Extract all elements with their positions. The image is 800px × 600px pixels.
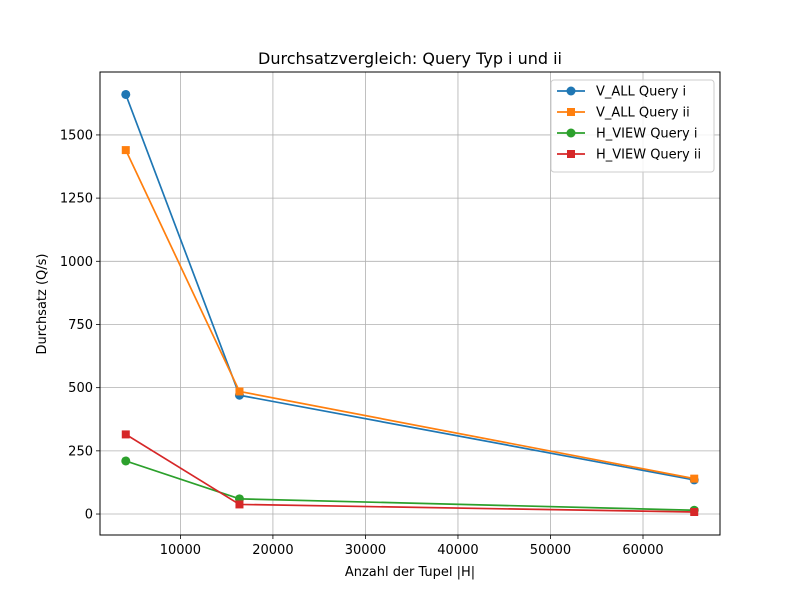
legend-item: H_VIEW Query ii bbox=[557, 148, 701, 163]
legend-marker bbox=[566, 86, 576, 96]
data-point bbox=[121, 456, 131, 466]
x-tick-label: 50000 bbox=[530, 543, 571, 558]
x-tick-label: 30000 bbox=[345, 543, 386, 558]
plot-frame bbox=[99, 71, 721, 536]
series-4 bbox=[121, 430, 699, 517]
data-point bbox=[121, 89, 131, 99]
data-point bbox=[121, 146, 130, 155]
legend-label: V_ALL Query i bbox=[596, 85, 686, 100]
data-point bbox=[235, 500, 244, 509]
legend-label: H_VIEW Query ii bbox=[596, 148, 701, 163]
y-tick-label: 0 bbox=[85, 508, 93, 523]
legend-label: H_VIEW Query i bbox=[596, 127, 697, 142]
y-tick-label: 500 bbox=[68, 381, 93, 396]
data-point bbox=[690, 508, 699, 517]
y-tick-label: 250 bbox=[68, 444, 93, 459]
tick-layer: 10000 20000 30000 40000 50000 60000 0 250 500 750… bbox=[60, 128, 664, 558]
legend-item: H_VIEW Query i bbox=[557, 127, 697, 142]
legend-item: V_ALL Query i bbox=[557, 85, 686, 100]
y-axis-label: Durchsatz (Q/s) bbox=[35, 253, 50, 354]
x-tick-label: 60000 bbox=[622, 543, 663, 558]
legend-marker bbox=[567, 108, 575, 116]
legend-item: V_ALL Query ii bbox=[557, 106, 690, 121]
legend-marker bbox=[567, 150, 575, 158]
y-tick-label: 1500 bbox=[60, 128, 93, 143]
grid-layer bbox=[100, 72, 720, 535]
series-layer bbox=[121, 89, 699, 517]
legend-box bbox=[550, 79, 715, 173]
series-2 bbox=[121, 146, 699, 483]
data-point bbox=[235, 387, 244, 396]
y-tick-label: 1250 bbox=[60, 192, 93, 207]
x-tick-label: 10000 bbox=[160, 543, 201, 558]
legend-label: V_ALL Query ii bbox=[596, 106, 690, 121]
legend-marker bbox=[566, 128, 576, 138]
x-tick-label: 40000 bbox=[437, 543, 478, 558]
y-tick-label: 1000 bbox=[60, 255, 93, 270]
data-point bbox=[690, 474, 699, 483]
x-tick-label: 20000 bbox=[252, 543, 293, 558]
legend: V_ALL Query i V_ALL Query ii H_VIEW Query … bbox=[550, 79, 715, 173]
chart-title: Durchsatzvergleich: Query Typ i und ii bbox=[258, 49, 562, 68]
x-axis-label: Anzahl der Tupel |H| bbox=[345, 565, 475, 580]
data-point bbox=[121, 430, 130, 439]
y-tick-label: 750 bbox=[68, 318, 93, 333]
